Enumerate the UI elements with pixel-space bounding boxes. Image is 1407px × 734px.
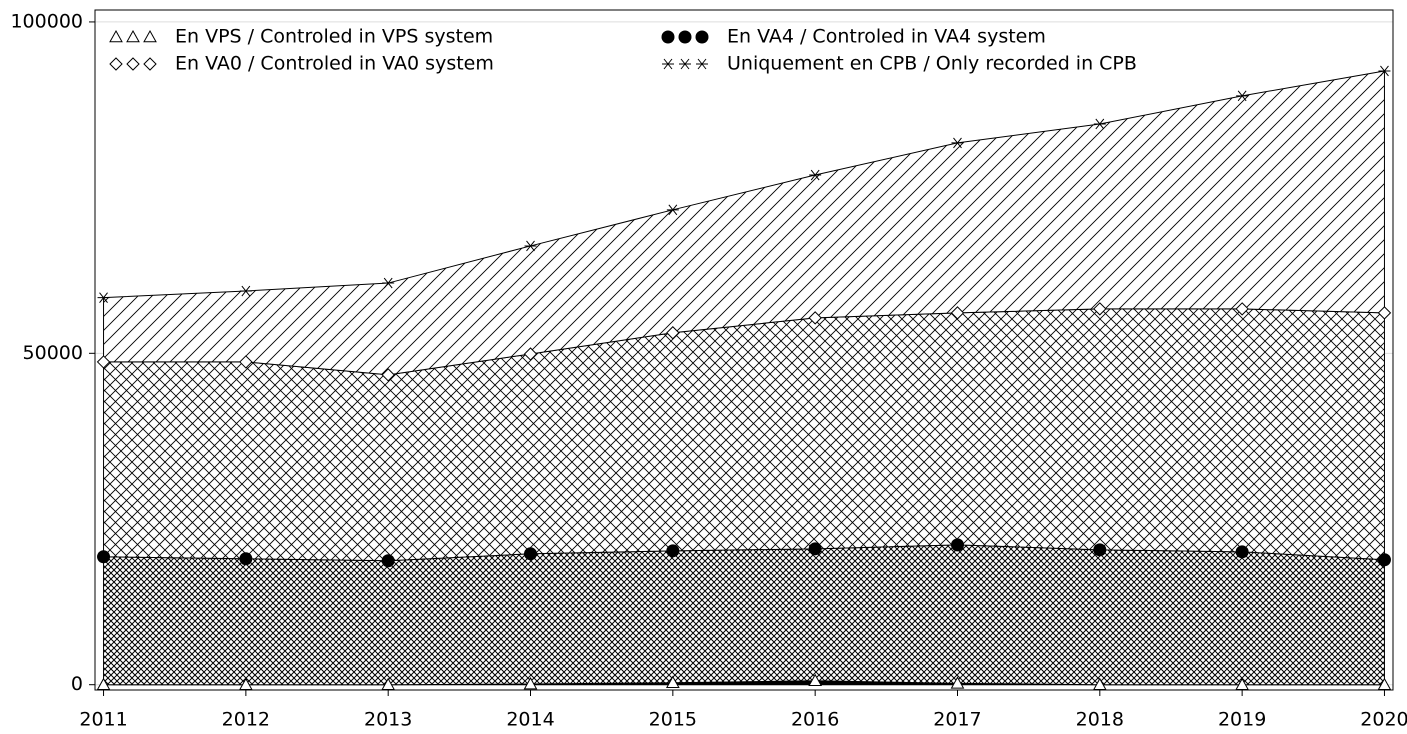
legend-item: Uniquement en CPB / Only recorded in CPB [662, 53, 1137, 75]
marker [666, 204, 679, 216]
x-tick-label: 2019 [1218, 709, 1266, 731]
marker [665, 675, 680, 689]
marker [109, 57, 123, 71]
marker [1377, 553, 1391, 567]
x-tick-label: 2016 [791, 709, 839, 731]
marker [1092, 677, 1107, 690]
legend-item: En VPS / Controled in VPS system [109, 26, 493, 48]
marker [126, 57, 140, 71]
y-tick-label: 50000 [23, 342, 83, 364]
marker [143, 57, 157, 71]
marker [381, 554, 395, 568]
x-tick-label: 2015 [649, 709, 697, 731]
x-tick-label: 2013 [364, 709, 412, 731]
marker [809, 169, 822, 181]
marker [239, 355, 253, 369]
x-tick-label: 2014 [506, 709, 554, 731]
marker [239, 677, 253, 690]
marker [1093, 302, 1107, 316]
y-tick-label: 0 [71, 673, 83, 695]
marker [109, 29, 123, 43]
marker [97, 550, 111, 564]
marker [239, 285, 252, 297]
marker [1093, 118, 1106, 130]
marker [126, 29, 140, 43]
marker [382, 277, 395, 289]
legend-label: En VPS / Controled in VPS system [175, 26, 493, 48]
marker [524, 547, 538, 561]
marker [950, 306, 965, 320]
legend-label: En VA4 / Controled in VA4 system [727, 26, 1046, 48]
marker [950, 676, 965, 689]
x-tick-label: 2012 [222, 709, 270, 731]
marker [1236, 90, 1249, 102]
marker [695, 30, 709, 44]
y-tick-label: 100000 [10, 10, 83, 32]
marker [950, 538, 964, 552]
marker [951, 137, 964, 149]
x-tick-label: 2018 [1076, 709, 1124, 731]
marker [239, 552, 253, 566]
plot-frame [94, 9, 1394, 691]
x-tick-label: 2020 [1360, 709, 1407, 731]
marker [661, 30, 675, 44]
marker [662, 58, 674, 70]
marker [381, 677, 396, 690]
marker [1235, 302, 1249, 316]
marker [1093, 543, 1107, 557]
legend-item: En VA0 / Controled in VA0 system [109, 53, 494, 75]
marker [1235, 677, 1249, 690]
marker [696, 58, 708, 70]
area [103, 544, 1385, 686]
marker [666, 326, 680, 340]
marker [808, 311, 822, 325]
marker [143, 29, 157, 43]
marker [381, 368, 395, 382]
x-tick-label: 2011 [79, 709, 127, 731]
legend-label: Uniquement en CPB / Only recorded in CPB [727, 53, 1137, 75]
marker [96, 677, 111, 690]
marker [96, 355, 111, 369]
marker [679, 58, 691, 70]
legend-item: En VA4 / Controled in VA4 system [661, 26, 1046, 48]
marker [666, 544, 680, 558]
marker [1235, 545, 1249, 559]
marker [97, 292, 110, 303]
legend-label: En VA0 / Controled in VA0 system [175, 53, 494, 75]
marker [1377, 306, 1392, 320]
marker [808, 542, 822, 556]
marker [1377, 677, 1392, 690]
marker [678, 30, 692, 44]
marker [523, 677, 538, 690]
marker [524, 240, 537, 252]
marker [808, 673, 823, 687]
x-tick-label: 2017 [933, 709, 981, 731]
marker [1378, 65, 1391, 77]
marker [523, 347, 538, 361]
